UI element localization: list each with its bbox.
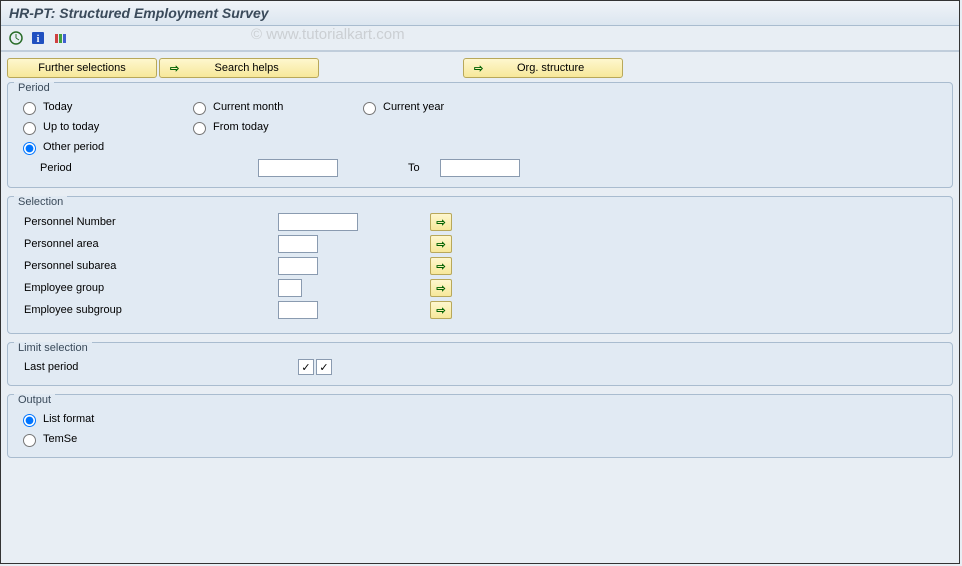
limit-group-title: Limit selection	[14, 342, 92, 354]
employee-subgroup-multi-button[interactable]: ⇨	[430, 301, 452, 319]
search-helps-button[interactable]: ⇨ Search helps	[159, 58, 319, 78]
employee-subgroup-input[interactable]	[278, 301, 318, 319]
radio-current-month-label: Current month	[213, 101, 283, 113]
radio-current-month[interactable]: Current month	[188, 99, 358, 115]
personnel-area-label: Personnel area	[18, 238, 278, 250]
limit-selection-group: Limit selection Last period ✓ ✓	[7, 342, 953, 386]
period-radio-grid: Today Current month Current year Up to t…	[18, 99, 942, 155]
personnel-subarea-label: Personnel subarea	[18, 260, 278, 272]
personnel-area-multi-button[interactable]: ⇨	[430, 235, 452, 253]
radio-list-format-label: List format	[43, 413, 94, 425]
radio-other-period-label: Other period	[43, 141, 104, 153]
watermark: © www.tutorialkart.com	[251, 26, 405, 43]
radio-list-format[interactable]: List format	[18, 411, 942, 427]
radio-other-period[interactable]: Other period	[18, 139, 188, 155]
org-structure-label: Org. structure	[489, 62, 612, 74]
period-from-input[interactable]	[258, 159, 338, 177]
employee-group-multi-button[interactable]: ⇨	[430, 279, 452, 297]
radio-from-today-input[interactable]	[193, 122, 206, 135]
radio-from-today[interactable]: From today	[188, 119, 358, 135]
arrow-right-icon: ⇨	[170, 62, 179, 75]
radio-up-to-today[interactable]: Up to today	[18, 119, 188, 135]
employee-subgroup-label: Employee subgroup	[18, 304, 278, 316]
content-area: Further selections ⇨ Search helps ⇨ Org.…	[1, 52, 959, 472]
personnel-number-input[interactable]	[278, 213, 358, 231]
radio-current-year[interactable]: Current year	[358, 99, 528, 115]
selection-group-title: Selection	[14, 196, 67, 208]
page-title: HR-PT: Structured Employment Survey	[9, 5, 269, 21]
personnel-subarea-input[interactable]	[278, 257, 318, 275]
personnel-number-label: Personnel Number	[18, 216, 278, 228]
radio-list-format-input[interactable]	[23, 414, 36, 427]
employee-subgroup-row: Employee subgroup ⇨	[18, 301, 942, 319]
period-field-row: Period To	[18, 159, 942, 177]
personnel-number-row: Personnel Number ⇨	[18, 213, 942, 231]
radio-from-today-label: From today	[213, 121, 269, 133]
app-window: HR-PT: Structured Employment Survey i © …	[0, 0, 960, 564]
output-group: Output List format TemSe	[7, 394, 953, 458]
personnel-number-multi-button[interactable]: ⇨	[430, 213, 452, 231]
radio-temse-input[interactable]	[23, 434, 36, 447]
personnel-subarea-row: Personnel subarea ⇨	[18, 257, 942, 275]
personnel-subarea-multi-button[interactable]: ⇨	[430, 257, 452, 275]
radio-current-year-label: Current year	[383, 101, 444, 113]
last-period-label: Last period	[18, 361, 298, 373]
last-period-row: Last period ✓ ✓	[18, 359, 942, 375]
personnel-area-input[interactable]	[278, 235, 318, 253]
employee-group-row: Employee group ⇨	[18, 279, 942, 297]
selection-group: Selection Personnel Number ⇨ Personnel a…	[7, 196, 953, 334]
radio-current-year-input[interactable]	[363, 102, 376, 115]
period-group-title: Period	[14, 82, 54, 94]
further-selections-button[interactable]: Further selections	[7, 58, 157, 78]
output-group-title: Output	[14, 394, 55, 406]
radio-temse[interactable]: TemSe	[18, 431, 942, 447]
title-bar: HR-PT: Structured Employment Survey	[1, 1, 959, 26]
personnel-area-row: Personnel area ⇨	[18, 235, 942, 253]
period-group: Period Today Current month Current year …	[7, 82, 953, 188]
svg-text:i: i	[37, 34, 40, 45]
radio-up-to-today-label: Up to today	[43, 121, 99, 133]
radio-today-input[interactable]	[23, 102, 36, 115]
period-to-label: To	[408, 162, 420, 174]
radio-up-to-today-input[interactable]	[23, 122, 36, 135]
execute-icon[interactable]	[7, 29, 25, 47]
arrow-right-icon: ⇨	[474, 62, 483, 75]
employee-group-label: Employee group	[18, 282, 278, 294]
radio-today-label: Today	[43, 101, 72, 113]
variant-icon[interactable]	[51, 29, 69, 47]
toolbar: i © www.tutorialkart.com	[1, 26, 959, 51]
radio-temse-label: TemSe	[43, 433, 77, 445]
employee-group-input[interactable]	[278, 279, 302, 297]
radio-today[interactable]: Today	[18, 99, 188, 115]
further-selections-label: Further selections	[38, 62, 125, 74]
radio-other-period-input[interactable]	[23, 142, 36, 155]
period-field-label: Period	[18, 162, 258, 174]
info-icon[interactable]: i	[29, 29, 47, 47]
last-period-checkbox-2[interactable]: ✓	[316, 359, 332, 375]
radio-current-month-input[interactable]	[193, 102, 206, 115]
last-period-checkbox-1[interactable]: ✓	[298, 359, 314, 375]
search-helps-label: Search helps	[185, 62, 308, 74]
selection-buttons-row: Further selections ⇨ Search helps ⇨ Org.…	[7, 58, 953, 78]
org-structure-button[interactable]: ⇨ Org. structure	[463, 58, 623, 78]
period-to-input[interactable]	[440, 159, 520, 177]
